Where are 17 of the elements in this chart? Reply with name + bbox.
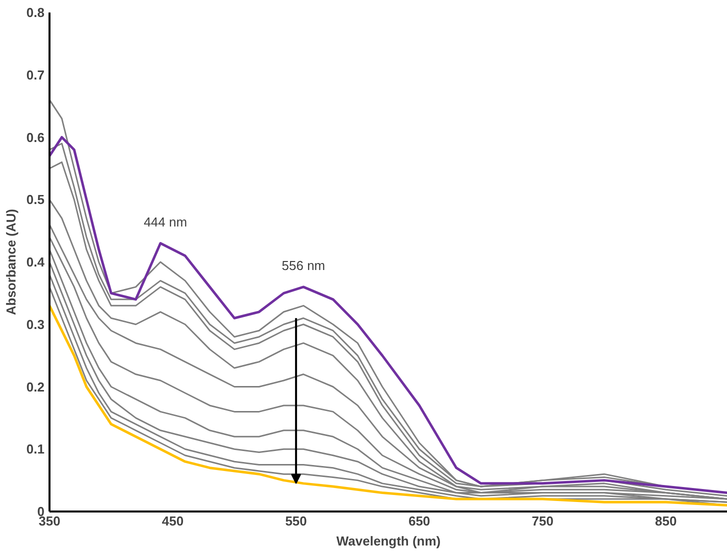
x-axis-title: Wavelength (nm) [336,534,441,548]
y-tick-label: 0.4 [26,254,46,270]
y-tick-label: 0.5 [26,192,45,208]
x-tick-label: 550 [285,514,307,528]
y-axis-title: Absorbance (AU) [3,208,18,316]
x-tick-label: 850 [655,514,677,528]
annotation: 556 nm [282,258,326,273]
annotation: 444 nm [144,214,188,230]
y-tick-label: 0.6 [26,130,45,145]
y-tick-label: 0.8 [26,5,45,20]
x-tick-label: 750 [532,514,554,528]
y-tick-label: 0.7 [26,67,45,82]
y-tick-label: 0.1 [26,442,45,457]
y-tick-label: 0.2 [26,379,45,394]
x-tick-label: 650 [408,514,430,528]
y-tick-label: 0.3 [26,316,45,332]
x-tick-label: 450 [162,514,184,528]
